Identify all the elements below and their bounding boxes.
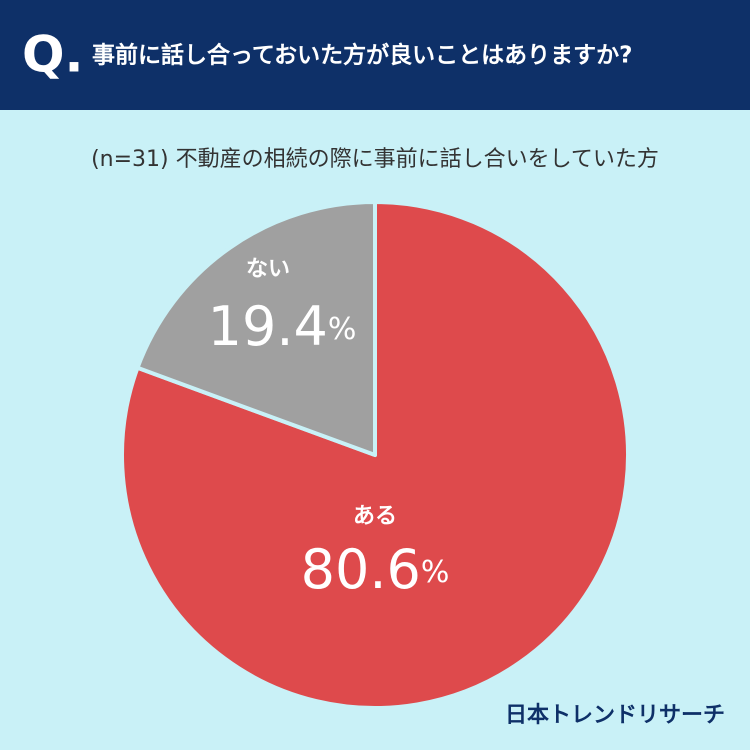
slice-value-label: 19.4% (208, 295, 357, 358)
slice-value-label: 80.6% (301, 538, 450, 601)
pie-slice (135, 200, 377, 457)
question-prefix: Q. (22, 26, 84, 84)
chart-title: 事前に話し合っておいた方が良いことはありますか? (92, 42, 633, 69)
slice-category-label: ある (353, 504, 397, 529)
source-brand: 日本トレンドリサーチ (505, 703, 725, 728)
header-bar (0, 0, 750, 110)
chart-subtitle: (n=31) 不動産の相続の際に事前に話し合いをしていた方 (91, 147, 659, 172)
slice-category-label: ない (246, 257, 290, 282)
